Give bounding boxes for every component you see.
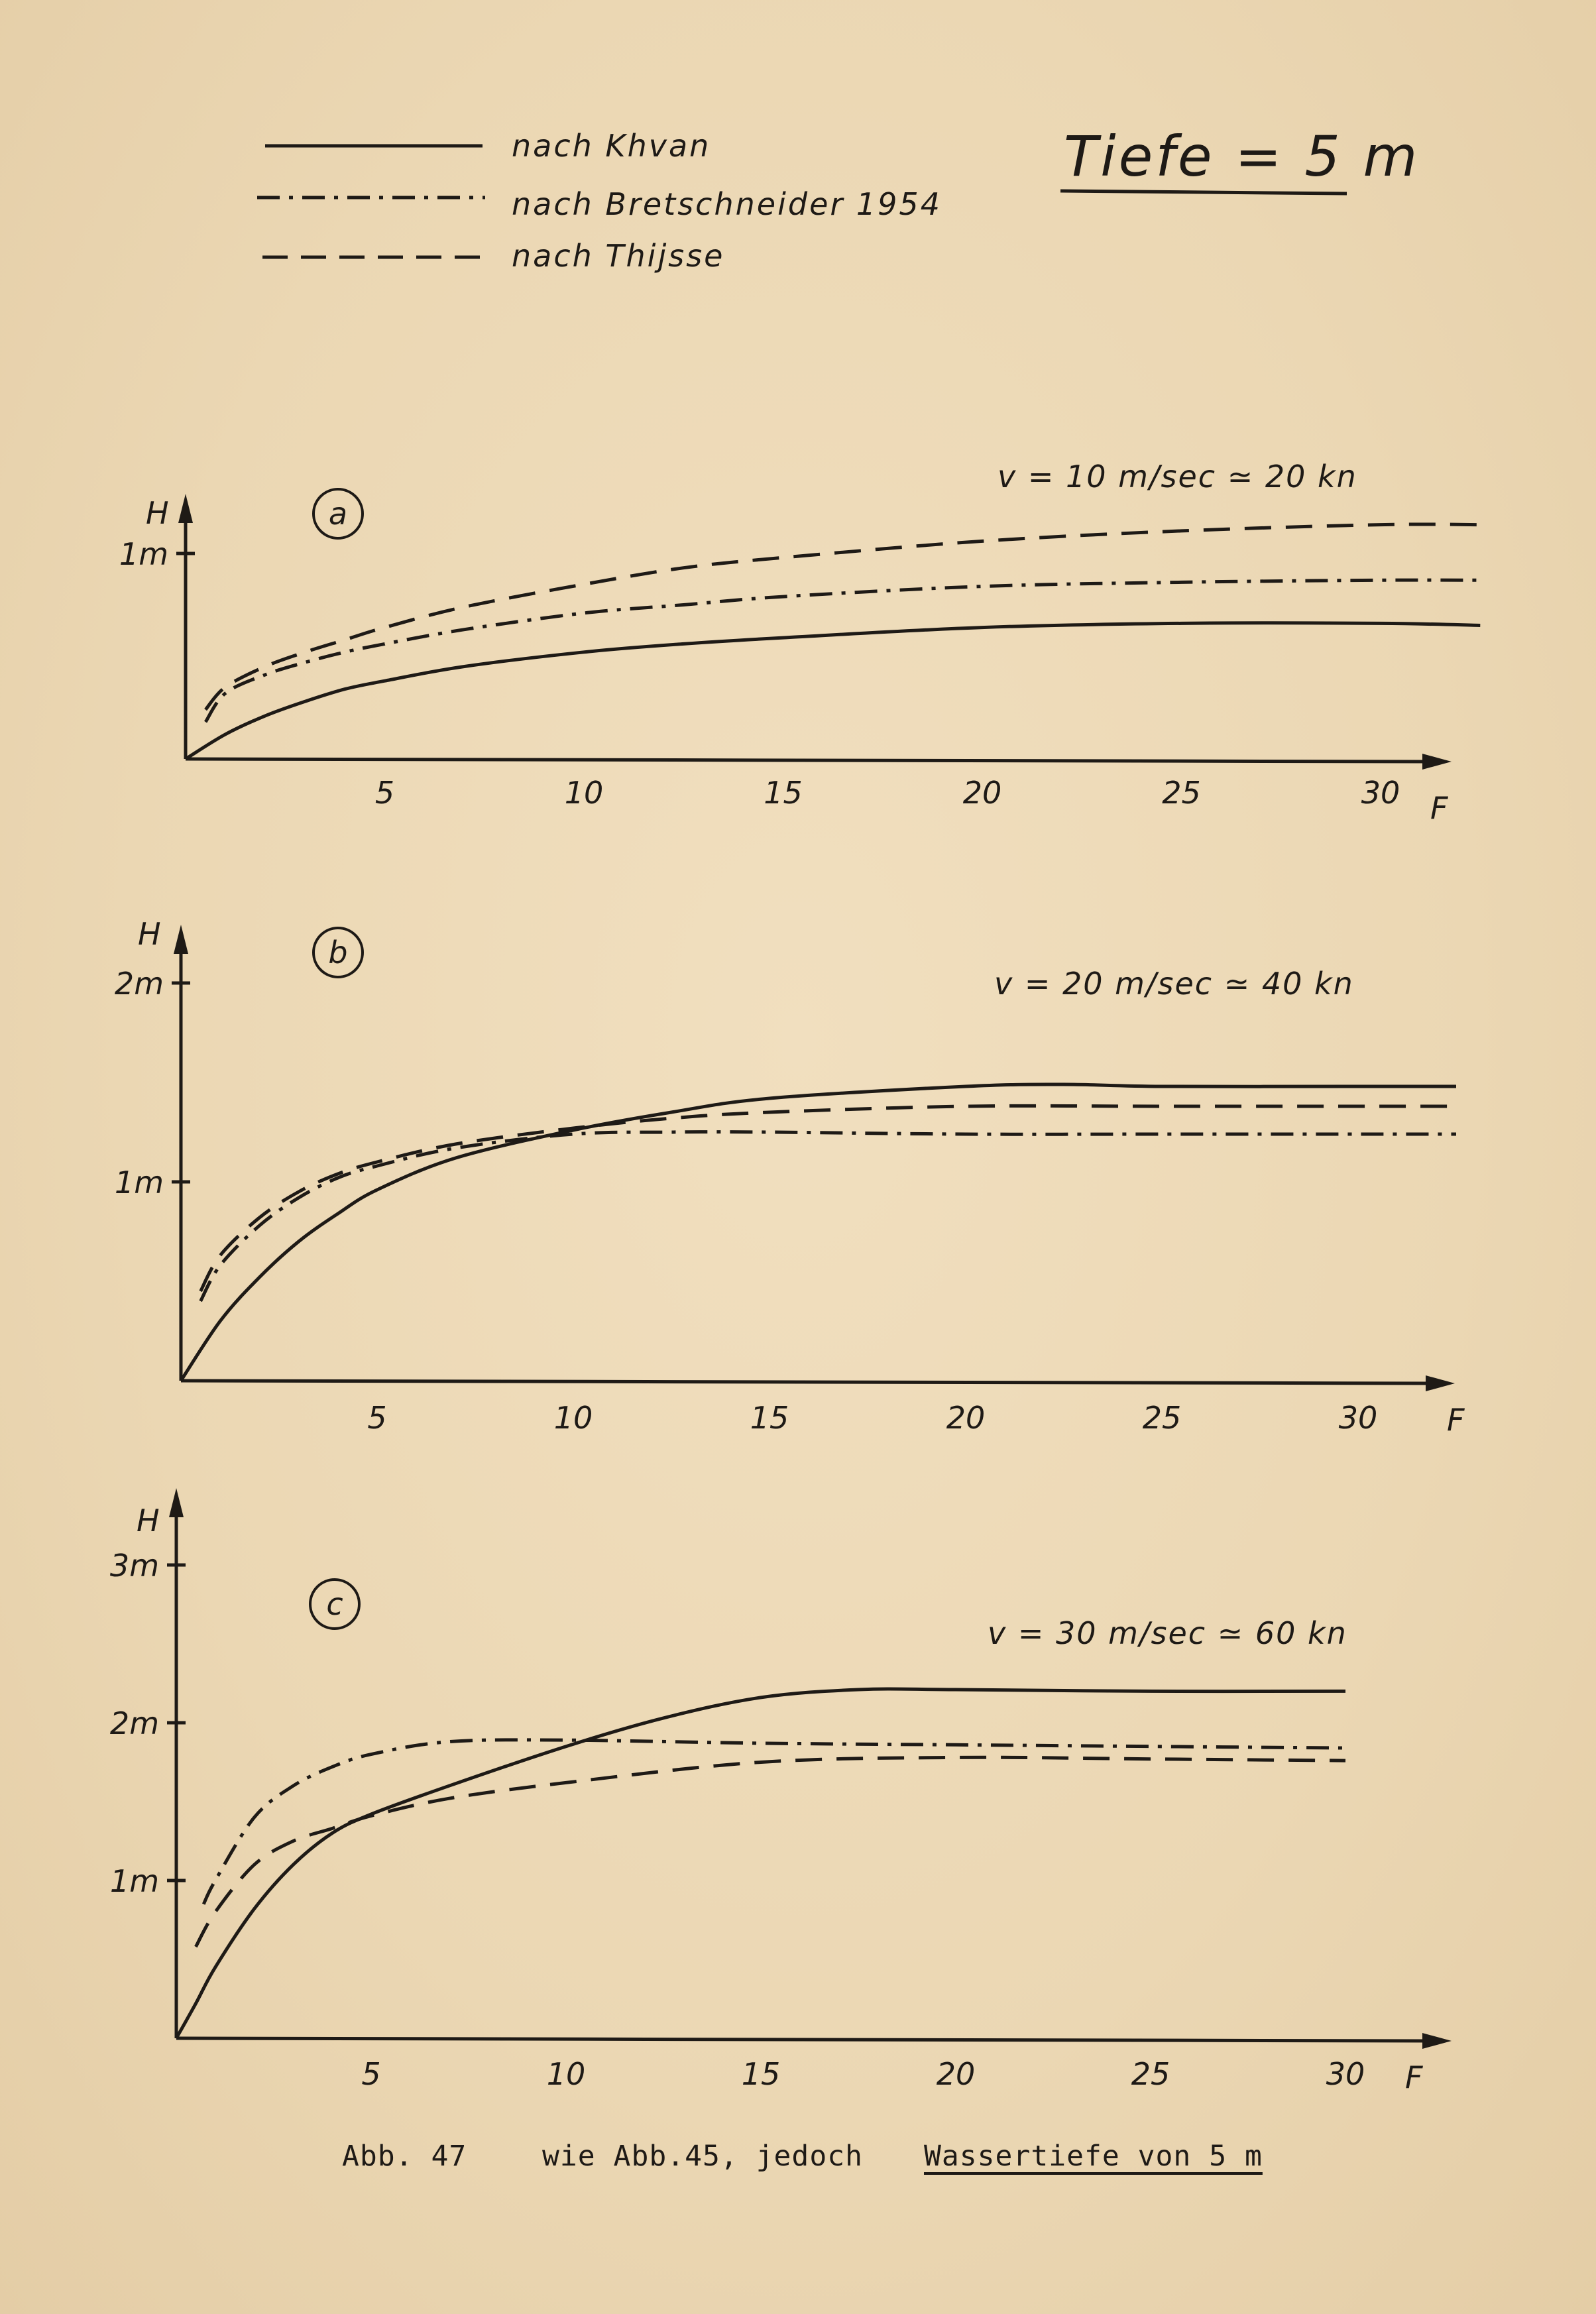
x-tick-label: 30 — [1326, 2056, 1365, 2092]
y-axis-name: H — [137, 1503, 160, 1538]
x-tick-label: 25 — [1162, 775, 1201, 811]
series-line-dashed — [194, 1755, 1346, 1948]
series-line-dashed — [204, 522, 1481, 711]
caption-underlined-text: Wassertiefe von 5 m — [924, 2140, 1263, 2173]
x-tick-label: 30 — [1361, 775, 1400, 811]
y-axis-arrowhead — [174, 925, 188, 954]
panel-letter: a — [329, 496, 347, 532]
y-axis-arrowhead — [178, 494, 193, 523]
y-axis-arrowhead — [169, 1488, 184, 1517]
panel-letter-circle — [309, 1578, 361, 1630]
x-axis-arrowhead — [1426, 1375, 1455, 1391]
panel-condition-label: v = 20 m/sec ≃ 40 kn — [994, 966, 1354, 1002]
panel-letter: b — [328, 935, 347, 970]
page-title: Tiefe = 5 m — [1064, 124, 1420, 189]
panel-c: 1m 2m 3m 5 10 15 20 25 30 H Fc v = 30 m/sec ≃ 60 kn — [110, 1488, 1452, 2095]
title-underline — [1060, 189, 1347, 196]
x-tick-label: 10 — [565, 775, 604, 811]
x-axis-name: F — [1447, 1402, 1465, 1438]
x-tick-label: 5 — [361, 2056, 380, 2092]
x-tick-label: 20 — [937, 2056, 976, 2092]
panel-condition-label: v = 30 m/sec ≃ 60 kn — [988, 1615, 1347, 1651]
y-tick-label: 1m — [115, 1165, 164, 1200]
caption-label: Abb. 47 — [342, 2140, 467, 2173]
x-tick-label: 10 — [554, 1400, 593, 1436]
x-axis-line — [176, 2036, 1439, 2043]
panel-letter: c — [326, 1586, 343, 1622]
x-tick-label: 20 — [946, 1400, 986, 1436]
y-axis-name: H — [146, 495, 169, 531]
x-tick-label: 20 — [963, 775, 1002, 811]
x-axis-name: F — [1430, 790, 1448, 826]
series-line-solid — [179, 1082, 1457, 1382]
x-axis-name: F — [1405, 2059, 1423, 2095]
x-tick-label: 5 — [375, 775, 394, 811]
legend-label-khvan: nach Khvan — [512, 128, 711, 164]
panel-condition-label: v = 10 m/sec ≃ 20 kn — [997, 459, 1357, 494]
y-tick-label: 1m — [110, 1863, 159, 1899]
x-tick-label: 15 — [750, 1400, 789, 1436]
legend: nach Khvan nach Bretschneider 1954 nach … — [257, 128, 942, 274]
x-tick-label: 25 — [1131, 2056, 1170, 2092]
x-tick-label: 30 — [1339, 1400, 1378, 1436]
x-tick-label: 15 — [764, 775, 803, 811]
panel-letter-circle — [312, 488, 364, 540]
legend-label-thijsse: nach Thijsse — [512, 238, 724, 274]
x-axis-line — [185, 757, 1439, 764]
y-tick-label: 2m — [110, 1706, 159, 1741]
x-tick-label: 15 — [742, 2056, 781, 2092]
series-line-dashed — [199, 1104, 1456, 1293]
series-line-dashdot — [201, 1738, 1346, 1905]
panel-b: 1m 2m 5 10 15 20 25 30 H Fb v = 20 m/sec ≃ 40 kn — [115, 916, 1465, 1438]
title-block: Tiefe = 5 m — [1060, 124, 1420, 196]
y-tick-label: 2m — [115, 966, 164, 1002]
series-line-dashdot — [199, 1130, 1456, 1302]
panel-a: 1m 5 10 15 20 25 30 H Fa v = 10 m/sec ≃ 20 kn — [119, 459, 1481, 826]
x-axis-arrowhead — [1422, 2033, 1452, 2049]
x-tick-label: 5 — [367, 1400, 386, 1436]
y-axis-name: H — [138, 916, 161, 952]
x-tick-label: 25 — [1143, 1400, 1182, 1436]
x-axis-arrowhead — [1422, 754, 1452, 770]
y-tick-label: 1m — [119, 536, 168, 572]
caption-text: wie Abb.45, jedoch — [542, 2140, 863, 2173]
legend-label-bretschneider: nach Bretschneider 1954 — [512, 186, 942, 222]
series-line-dashdot — [203, 578, 1481, 723]
series-line-solid — [184, 621, 1481, 761]
x-tick-label: 10 — [547, 2056, 586, 2092]
panel-letter-circle — [312, 927, 364, 978]
series-line-solid — [174, 1687, 1346, 2040]
y-tick-label: 3m — [110, 1548, 159, 1584]
x-axis-line — [180, 1379, 1442, 1385]
